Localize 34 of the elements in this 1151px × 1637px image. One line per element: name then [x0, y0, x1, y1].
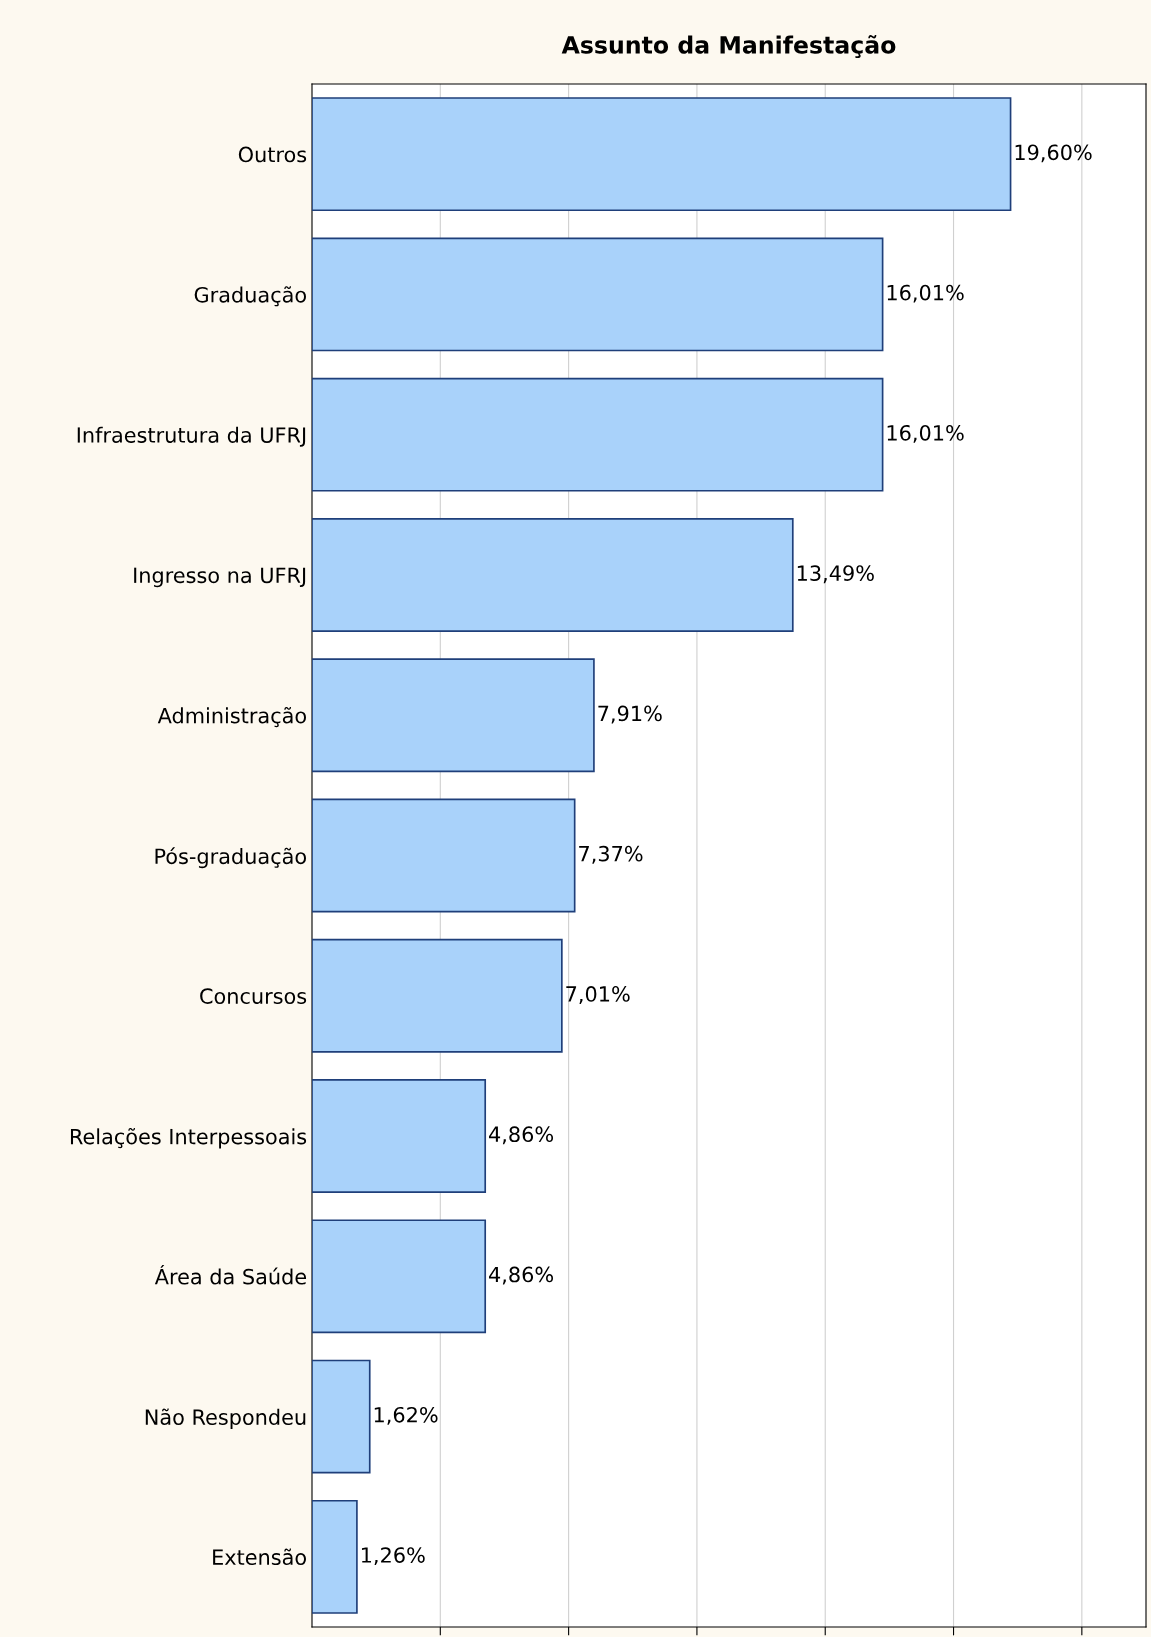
y-tick-label: Não Respondeu [145, 1408, 306, 1430]
bar [312, 938, 563, 1053]
bar [312, 1359, 371, 1474]
data-label: 7,37% [579, 845, 643, 864]
bar [312, 1079, 487, 1193]
y-tick-label: Área da Saúde [154, 1264, 307, 1285]
bar [312, 237, 884, 352]
data-label: 16,01% [887, 284, 964, 303]
data-label: 7,91% [598, 705, 662, 724]
bar [312, 518, 794, 632]
data-label: 7,01% [566, 986, 630, 1004]
data-label: 4,86% [489, 1126, 554, 1145]
y-tick-label: Administração [157, 706, 306, 728]
bar [312, 377, 884, 492]
data-label: 1,26% [361, 1547, 425, 1566]
y-tick-label: Extensão [213, 1548, 306, 1566]
bar [312, 658, 595, 773]
data-label: 13,49% [797, 565, 874, 584]
data-label: 16,01% [887, 424, 964, 443]
data-label: 19,60% [1015, 144, 1092, 163]
y-tick-label: Concursos [200, 988, 307, 1004]
bar [312, 798, 576, 913]
bar [312, 97, 1012, 212]
y-tick-label: Ingresso na UFRJ [134, 567, 306, 588]
y-tick-label: Relações Interpessoais [70, 1127, 307, 1149]
y-tick-label: Outros [238, 146, 307, 163]
bar [312, 1499, 358, 1614]
bar [312, 1219, 487, 1334]
y-tick-label: Infraestrutura da UFRJ [77, 426, 306, 447]
chart-title: Assunto da Manifestação [561, 35, 896, 59]
data-label: 1,62% [374, 1406, 438, 1425]
y-tick-label: Pós-graduação [155, 847, 306, 869]
data-label: 4,86% [489, 1266, 554, 1285]
y-tick-label: Graduação [194, 286, 306, 307]
